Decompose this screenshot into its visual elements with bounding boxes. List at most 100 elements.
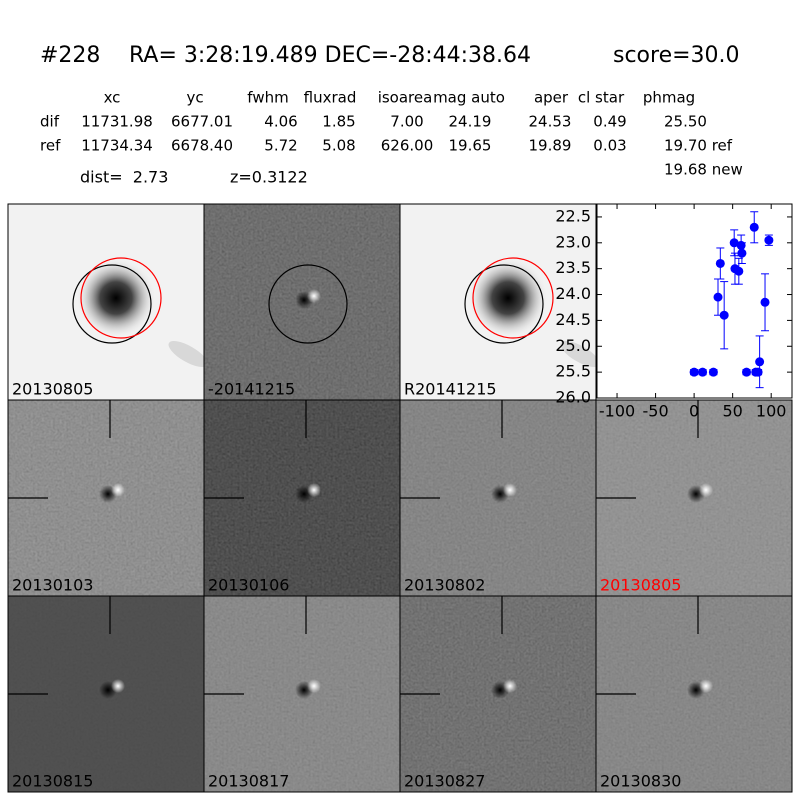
panel-label: 20130815 [12, 772, 93, 791]
table-cell: 24.53 [529, 113, 572, 131]
y-tick-label: 25.0 [555, 336, 591, 355]
residual-peak [699, 679, 713, 693]
table-cell: 11734.34 [81, 137, 153, 155]
data-point [734, 266, 744, 276]
panel-label: 20130827 [404, 772, 485, 791]
column-header: mag auto [433, 89, 505, 107]
distance: dist= 2.73 [80, 168, 168, 187]
column-header: fwhm [247, 89, 288, 107]
image-panel: 20130817 [203, 595, 401, 793]
table-cell: 626.00 [381, 137, 434, 155]
image-panel: 20130815 [7, 595, 205, 793]
residual-peak [699, 483, 713, 497]
table-cell: 19.70 ref [664, 137, 733, 155]
score: score=30.0 [613, 43, 740, 68]
galaxy [468, 258, 548, 338]
row-label: ref [40, 137, 61, 155]
x-tick-label: -100 [599, 402, 635, 421]
panel-label: 20130106 [208, 576, 289, 595]
x-tick-label: -50 [643, 402, 669, 421]
table-cell: 1.85 [322, 113, 355, 131]
residual-peak [503, 483, 517, 497]
table-cell: 24.19 [449, 113, 492, 131]
coordinates: RA= 3:28:19.489 DEC=-28:44:38.64 [129, 43, 531, 68]
x-tick-label: 100 [756, 402, 787, 421]
table-cell: 6678.40 [171, 137, 233, 155]
object-id: #228 [40, 43, 100, 68]
light-curve: 22.5 23.0 23.5 24.0 24.5 25.0 25.5 26.0 -100 -50 0… [555, 203, 793, 421]
redshift: z=0.3122 [230, 168, 308, 187]
image-panel: 20130106 [203, 399, 401, 597]
image-panel: 20130827 [399, 595, 597, 793]
galaxy [76, 258, 156, 338]
panel-label: 20130103 [12, 576, 93, 595]
data-point [760, 297, 770, 307]
data-point [737, 248, 747, 258]
data-point [742, 367, 752, 377]
residual-peak [111, 483, 125, 497]
aperture-black [268, 264, 348, 344]
residual-peak [503, 679, 517, 693]
aperture-red [472, 257, 554, 339]
table-cell: 19.65 [449, 137, 492, 155]
data-point [755, 357, 765, 367]
image-panel: R20141215 [399, 203, 600, 401]
residual-peak [111, 679, 125, 693]
data-point [698, 367, 708, 377]
panel-frame [595, 595, 793, 793]
y-tick-label: 24.5 [555, 310, 591, 329]
image-panel: 20130805 [595, 399, 793, 597]
aperture-black [464, 264, 544, 344]
y-tick-label: 23.5 [555, 258, 591, 277]
column-header: cl star [578, 89, 625, 107]
y-tick-label: 25.5 [555, 362, 591, 381]
panel-label: 20130830 [600, 772, 681, 791]
data-point [708, 367, 718, 377]
residual-peak [307, 289, 321, 303]
data-point [764, 235, 774, 245]
row-label: dif [40, 113, 60, 131]
column-header: yc [186, 89, 203, 107]
x-tick-label: 0 [689, 402, 699, 421]
table-cell: 11731.98 [81, 113, 153, 131]
residual-peak [307, 483, 321, 497]
data-point [715, 258, 725, 268]
column-header: phmag [643, 89, 695, 107]
new-mag: 19.68 new [664, 161, 743, 179]
table-cell: 0.03 [593, 137, 626, 155]
panel-label: 20130805 [600, 576, 681, 595]
column-header: isoarea [378, 89, 433, 107]
residual-peak [307, 679, 321, 693]
table-cell: 0.49 [593, 113, 626, 131]
image-panel: 20130103 [7, 399, 205, 597]
table-cell: 5.72 [264, 137, 297, 155]
panel-label: 20130802 [404, 576, 485, 595]
x-tick-label: 50 [722, 402, 742, 421]
panel-label: -20141215 [208, 380, 295, 399]
data-point [719, 310, 729, 320]
aperture-black [72, 264, 152, 344]
image-panel: 20130830 [595, 595, 793, 793]
image-panel: -20141215 [203, 203, 401, 401]
panel-label: R20141215 [404, 380, 497, 399]
data-point [736, 240, 746, 250]
plot-frame [596, 203, 793, 399]
image-panel: 20130805 [7, 203, 208, 401]
galaxy-halo [168, 341, 208, 367]
y-tick-label: 24.0 [555, 284, 591, 303]
table-cell: 4.06 [264, 113, 297, 131]
table-cell: 19.89 [529, 137, 572, 155]
image-panel: 20130802 [399, 399, 597, 597]
panel-label: 20130805 [12, 380, 93, 399]
data-point [729, 238, 739, 248]
y-tick-label: 26.0 [555, 388, 591, 407]
panel-grid: 20130805 -20141215 R20141215 20130103 201301… [7, 203, 793, 793]
table-cell: 6677.01 [171, 113, 233, 131]
column-header: xc [104, 89, 121, 107]
data-point [689, 367, 699, 377]
data-point [713, 292, 723, 302]
table-cell: 7.00 [390, 113, 423, 131]
table-cell: 25.50 [664, 113, 707, 131]
